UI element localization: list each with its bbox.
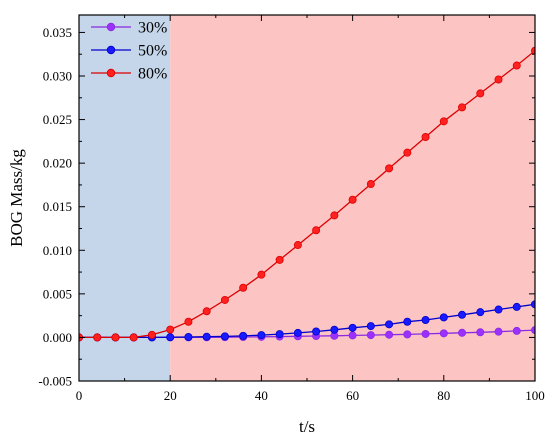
x-tick-label: 100 bbox=[525, 388, 545, 403]
y-axis-title: BOG Mass/kg bbox=[7, 149, 26, 247]
data-point-50 bbox=[348, 323, 357, 332]
legend: 30% 50% 80% bbox=[91, 20, 167, 83]
data-point-80 bbox=[129, 333, 138, 342]
legend-marker-50 bbox=[106, 45, 116, 55]
data-point-50 bbox=[458, 310, 467, 319]
data-point-80 bbox=[385, 164, 394, 173]
data-point-80 bbox=[275, 255, 284, 264]
data-point-80 bbox=[421, 132, 430, 141]
data-point-80 bbox=[366, 180, 375, 189]
data-point-50 bbox=[257, 331, 266, 340]
data-point-50 bbox=[403, 317, 412, 326]
data-point-80 bbox=[330, 211, 339, 220]
data-point-50 bbox=[330, 325, 339, 334]
data-point-80 bbox=[166, 325, 175, 334]
data-point-50 bbox=[166, 333, 175, 342]
data-point-30 bbox=[476, 328, 485, 337]
legend-label-80: 80% bbox=[138, 66, 167, 83]
axes: 0 20 40 60 80 100 -0.005 0.000 0.005 0.010 0.015 0.… bbox=[38, 15, 545, 403]
data-point-50 bbox=[239, 331, 248, 340]
data-point-30 bbox=[458, 328, 467, 337]
data-point-80 bbox=[348, 195, 357, 204]
series-layer bbox=[79, 46, 535, 342]
data-point-30 bbox=[439, 329, 448, 338]
data-point-80 bbox=[239, 283, 248, 292]
data-point-50 bbox=[531, 300, 535, 309]
data-point-30 bbox=[512, 326, 521, 335]
data-point-50 bbox=[439, 313, 448, 322]
y-tick-label: 0.020 bbox=[43, 156, 72, 171]
data-point-50 bbox=[366, 322, 375, 331]
data-point-50 bbox=[202, 332, 211, 341]
x-tick-label: 20 bbox=[164, 388, 177, 403]
data-point-80 bbox=[458, 103, 467, 112]
y-tick-label: 0.000 bbox=[43, 330, 72, 345]
data-point-50 bbox=[275, 330, 284, 339]
y-tick-label: 0.030 bbox=[43, 69, 72, 84]
data-point-50 bbox=[220, 332, 229, 341]
data-point-50 bbox=[421, 315, 430, 324]
data-point-80 bbox=[257, 270, 266, 279]
y-tick-label: 0.015 bbox=[43, 199, 72, 214]
y-tick-label: 0.010 bbox=[43, 243, 72, 258]
data-point-50 bbox=[312, 327, 321, 336]
data-point-80 bbox=[439, 117, 448, 126]
data-point-30 bbox=[421, 329, 430, 338]
data-point-30 bbox=[348, 331, 357, 340]
data-point-80 bbox=[531, 46, 535, 55]
x-axis-title: t/s bbox=[299, 417, 315, 436]
x-tick-label: 40 bbox=[255, 388, 268, 403]
data-point-50 bbox=[385, 320, 394, 329]
data-point-80 bbox=[184, 317, 193, 326]
legend-label-30: 30% bbox=[138, 20, 167, 37]
legend-marker-30 bbox=[106, 22, 116, 32]
legend-marker-80 bbox=[106, 68, 116, 78]
data-point-80 bbox=[293, 241, 302, 250]
data-point-30 bbox=[494, 327, 503, 336]
y-tick-label: -0.005 bbox=[38, 374, 72, 389]
data-point-80 bbox=[220, 295, 229, 304]
data-point-30 bbox=[385, 330, 394, 339]
data-point-80 bbox=[147, 330, 156, 339]
x-tick-label: 0 bbox=[76, 388, 83, 403]
data-point-30 bbox=[403, 330, 412, 339]
data-point-80 bbox=[512, 61, 521, 70]
data-point-50 bbox=[184, 332, 193, 341]
y-tick-label: 0.025 bbox=[43, 112, 72, 127]
shaded-region-1 bbox=[79, 15, 171, 381]
data-point-80 bbox=[111, 333, 120, 342]
data-point-80 bbox=[494, 75, 503, 84]
data-point-30 bbox=[531, 326, 535, 335]
data-point-80 bbox=[202, 307, 211, 316]
y-tick-label: 0.005 bbox=[43, 286, 72, 301]
data-point-80 bbox=[476, 89, 485, 98]
x-tick-label: 60 bbox=[346, 388, 359, 403]
y-tick-label: 0.035 bbox=[43, 25, 72, 40]
data-point-50 bbox=[293, 328, 302, 337]
data-point-50 bbox=[476, 308, 485, 317]
data-point-30 bbox=[366, 331, 375, 340]
series-80 bbox=[79, 46, 535, 342]
data-point-80 bbox=[93, 333, 102, 342]
x-tick-label: 80 bbox=[437, 388, 450, 403]
data-point-80 bbox=[403, 148, 412, 157]
data-point-50 bbox=[494, 305, 503, 314]
data-point-80 bbox=[312, 226, 321, 235]
data-point-50 bbox=[512, 302, 521, 311]
legend-label-50: 50% bbox=[138, 43, 167, 60]
